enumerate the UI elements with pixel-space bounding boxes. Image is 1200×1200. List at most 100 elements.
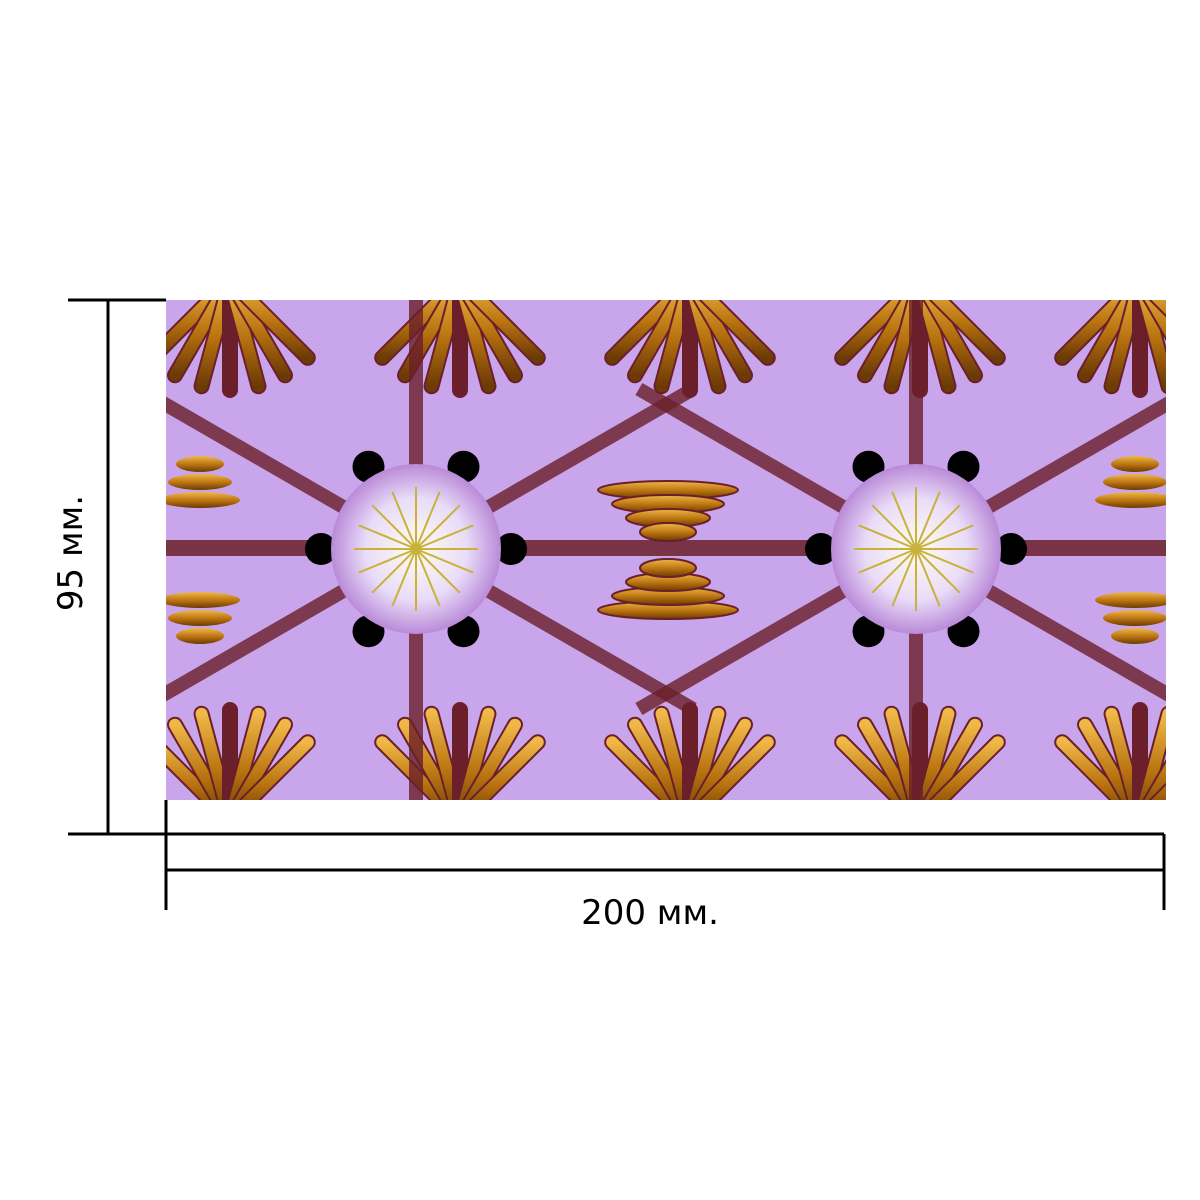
bottom-fan-feather [471, 736, 544, 800]
center-ray [871, 504, 917, 550]
height-label: 95 мм. [51, 495, 91, 611]
bottom-fan-feather [1079, 718, 1136, 800]
bottom-fan-feather [689, 707, 725, 800]
bottom-fan-feather [919, 707, 955, 800]
side-chevron [1103, 474, 1166, 490]
dark-pocket [805, 533, 837, 565]
center-ray [871, 548, 917, 594]
top-fan-feather [859, 300, 916, 382]
center-ray [391, 491, 417, 550]
mid-chevron [639, 522, 697, 542]
top-fan-feather [241, 300, 314, 364]
bottom-fan-feather [1056, 736, 1129, 800]
bottom-fan-feather [169, 718, 226, 800]
side-chevron [1111, 456, 1159, 472]
bottom-fan-feather [655, 707, 691, 800]
bottom-fan-feather [629, 718, 686, 800]
bottom-fan-feather [229, 707, 265, 800]
top-fan-feather [166, 300, 219, 353]
center-ray [415, 491, 441, 550]
mid-chevron [639, 558, 697, 578]
center-ray [415, 548, 461, 594]
top-fan-feather [689, 300, 725, 393]
center-ray [915, 504, 961, 550]
side-chevron [176, 628, 224, 644]
top-fan-feather [836, 300, 909, 364]
center-ray [915, 548, 961, 594]
side-chevron [166, 492, 240, 508]
top-fan-feather [464, 300, 521, 382]
bottom-fan-feather [885, 707, 921, 800]
width-dimension [164, 800, 1166, 910]
center-ray [915, 548, 941, 607]
bottom-fan-feather [924, 718, 981, 800]
top-fan-feather [629, 300, 686, 382]
side-chevron [168, 474, 232, 490]
bottom-fan-feather [836, 736, 909, 800]
center-ray [891, 548, 917, 607]
center-ray [891, 491, 917, 550]
center-ray [415, 504, 461, 550]
center-dot [911, 544, 921, 554]
dark-pocket [305, 533, 337, 565]
center-dot [411, 544, 421, 554]
height-dimension [68, 298, 166, 836]
center-ray [358, 548, 417, 574]
side-chevron [1103, 610, 1166, 626]
top-fan-feather [924, 300, 981, 382]
top-fan-feather [885, 300, 921, 393]
bottom-fan-feather [1105, 707, 1141, 800]
center-ray [415, 524, 474, 550]
center-ray [358, 524, 417, 550]
center-ray [415, 548, 474, 574]
top-fan-feather [229, 300, 265, 393]
width-label: 200 мм. [581, 893, 719, 933]
center-ray [391, 548, 417, 607]
center-ray [371, 504, 417, 550]
dark-pocket [995, 533, 1027, 565]
top-fan-feather [1056, 300, 1129, 364]
center-ray [415, 548, 441, 607]
center-ray [915, 548, 974, 574]
top-fan-feather [169, 300, 226, 382]
side-chevron [1095, 492, 1166, 508]
top-fan-feather [931, 300, 1004, 364]
top-fan-feather [1139, 300, 1166, 392]
dark-pocket [495, 533, 527, 565]
top-fan-feather [1079, 300, 1136, 382]
bottom-fan-feather [464, 718, 521, 800]
fractal-print-image [166, 300, 1166, 800]
top-fan-feather [606, 300, 679, 364]
center-ray [915, 524, 974, 550]
center-ray [858, 548, 917, 574]
bottom-fan-feather [195, 707, 231, 800]
top-fan-feather [459, 300, 495, 393]
top-fan-feather [655, 300, 691, 393]
center-ray [858, 524, 917, 550]
top-fan-feather [701, 300, 774, 364]
side-chevron [176, 456, 224, 472]
bottom-fan-feather [931, 736, 1004, 800]
top-fan-feather [1105, 300, 1141, 393]
bottom-fan-feather [606, 736, 679, 800]
bottom-fan-feather [425, 707, 461, 800]
top-fan-feather [471, 300, 544, 364]
bottom-fan-feather [701, 736, 774, 800]
side-chevron [166, 592, 240, 608]
center-ray [915, 491, 941, 550]
bottom-fan-feather [859, 718, 916, 800]
bottom-fan-feather [166, 747, 219, 800]
center-ray [371, 548, 417, 594]
side-chevron [1111, 628, 1159, 644]
bottom-fan-feather [694, 718, 751, 800]
bottom-fan-feather [1139, 708, 1166, 800]
bottom-fan-feather [459, 707, 495, 800]
bottom-fan-feather [234, 718, 291, 800]
side-chevron [168, 610, 232, 626]
top-fan-feather [919, 300, 955, 393]
top-fan-feather [694, 300, 751, 382]
top-fan-feather [425, 300, 461, 393]
bottom-fan-feather [241, 736, 314, 800]
top-fan-feather [234, 300, 291, 382]
